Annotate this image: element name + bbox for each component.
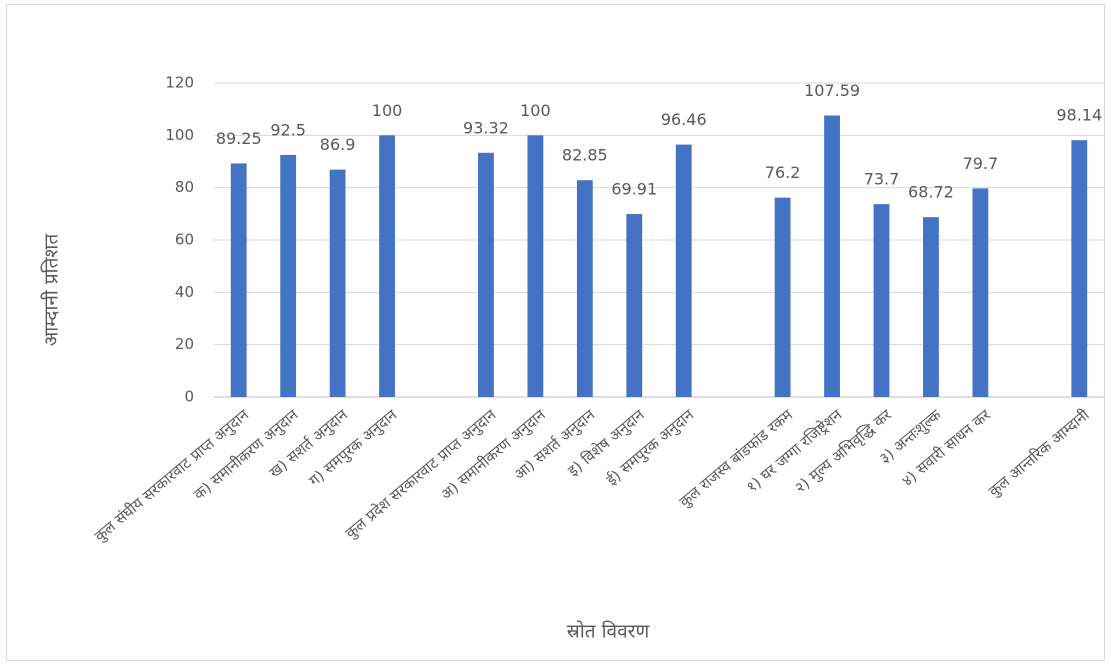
- bar: [923, 217, 939, 397]
- bar: [527, 135, 544, 398]
- value-label: 89.25: [216, 129, 262, 148]
- bar: [873, 204, 890, 397]
- y-tick-label: 120: [165, 74, 194, 92]
- bar: [1071, 140, 1088, 398]
- value-label: 86.9: [320, 135, 356, 154]
- bar: [626, 214, 643, 397]
- bar: [972, 188, 989, 397]
- bar: [675, 144, 692, 397]
- bar: [774, 197, 791, 397]
- y-tick-label: 60: [175, 231, 194, 249]
- value-label: 98.14: [1056, 106, 1102, 125]
- value-label: 96.46: [661, 110, 707, 129]
- bar: [576, 180, 593, 397]
- value-label: 73.7: [864, 170, 900, 189]
- chart-border: [6, 4, 1105, 661]
- value-label: 107.59: [804, 81, 860, 100]
- x-axis-title: स्रोत विवरण: [567, 620, 650, 643]
- value-label: 69.91: [611, 180, 657, 199]
- value-label: 68.72: [908, 183, 954, 202]
- value-label: 93.32: [463, 118, 509, 137]
- bar: [478, 152, 494, 397]
- bar: [379, 135, 395, 398]
- value-label: 79.7: [963, 154, 999, 173]
- value-label: 82.85: [562, 146, 608, 165]
- value-label: 100: [372, 101, 403, 120]
- bar: [230, 163, 247, 397]
- bar: [329, 169, 346, 397]
- bar: [824, 115, 840, 397]
- value-label: 92.5: [270, 120, 306, 139]
- y-tick-label: 100: [165, 126, 194, 144]
- y-tick-label: 80: [175, 178, 194, 196]
- value-label: 100: [520, 101, 551, 120]
- y-axis-title: आम्दानी प्रतिशत: [40, 233, 63, 347]
- y-tick-label: 40: [175, 283, 194, 301]
- bar: [280, 154, 297, 397]
- value-label: 76.2: [765, 163, 801, 182]
- y-tick-label: 0: [184, 388, 194, 406]
- y-tick-label: 20: [175, 335, 194, 353]
